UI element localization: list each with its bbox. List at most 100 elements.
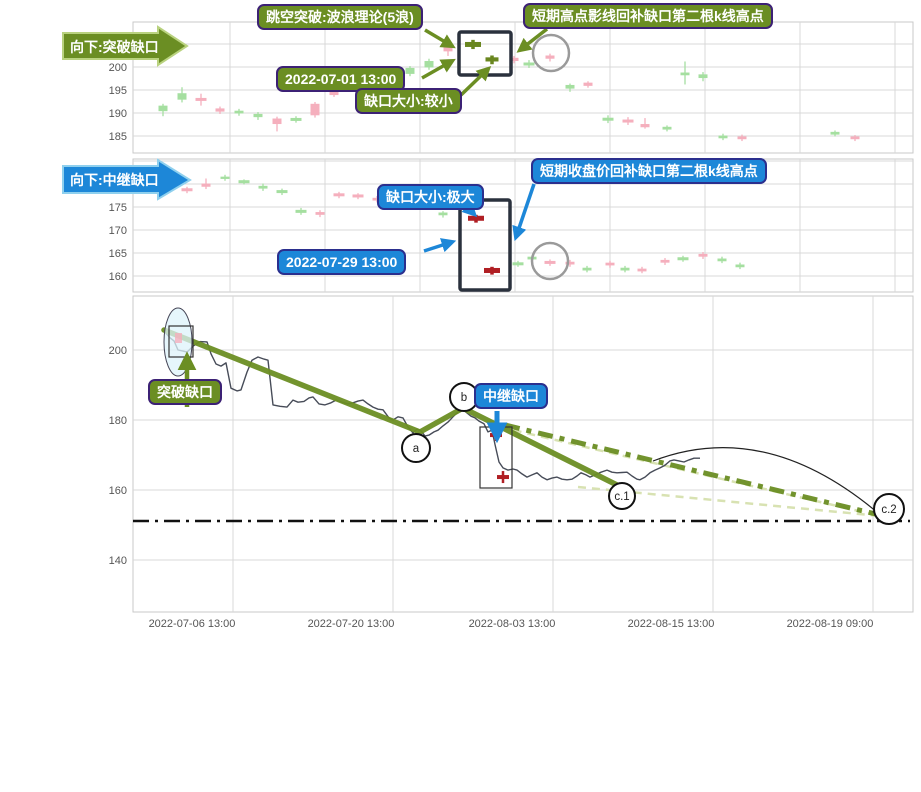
- annotation-arrow: [459, 65, 492, 97]
- y-tick-label: 200: [109, 345, 127, 357]
- candle-body: [315, 212, 325, 215]
- gap-fill-highlight-circle: [530, 241, 570, 281]
- candle-doji: [465, 41, 481, 47]
- candle-body: [850, 136, 860, 140]
- panel-frame: [132, 295, 914, 613]
- annotation-arrow: [516, 27, 549, 53]
- candle-body: [272, 118, 282, 125]
- candle-body: [158, 105, 168, 112]
- candle-body: [565, 84, 575, 89]
- candle-body: [680, 72, 690, 76]
- candle-doji: [677, 257, 689, 261]
- candle-body: [735, 264, 745, 268]
- wave-marker-label: b: [461, 392, 467, 404]
- wave-marker-label: c.1: [614, 491, 629, 503]
- close-price-line: [164, 331, 700, 481]
- y-tick-label: 180: [109, 415, 127, 427]
- continuation-gap-date-label: 2022-07-29 13:00: [277, 249, 407, 275]
- candle-doji: [622, 119, 634, 123]
- middle-banner-arrow-shape: [62, 158, 192, 201]
- y-tick-label: 160: [109, 271, 127, 283]
- candle-body: [545, 55, 555, 59]
- x-tick-label: 2022-08-03 13:00: [469, 618, 556, 630]
- candle-doji: [468, 215, 484, 221]
- top-banner-arrow-shape: [62, 25, 189, 67]
- arc-annotation: [652, 447, 880, 515]
- wave-marker-label: a: [413, 443, 420, 455]
- candle-body: [830, 131, 840, 135]
- annotation-arrow: [512, 183, 536, 242]
- pale-projection-line: [499, 425, 881, 518]
- candle-body: [234, 110, 244, 114]
- panel-frame: [132, 158, 914, 293]
- close-fill-gap-label: 短期收盘价回补缺口第二根k线高点: [531, 158, 767, 184]
- y-tick-label: 195: [109, 85, 127, 97]
- candle-body: [662, 126, 672, 130]
- candle-body: [310, 103, 320, 116]
- y-tick-label: 200: [109, 62, 127, 74]
- x-tick-label: 2022-07-20 13:00: [308, 618, 395, 630]
- panel-frame: [132, 21, 914, 154]
- x-tick-label: 2022-07-06 13:00: [149, 618, 236, 630]
- annotation-arrow: [423, 238, 457, 253]
- candle-body: [215, 108, 225, 112]
- x-tick-label: 2022-08-15 13:00: [628, 618, 715, 630]
- down-breakaway-gap-banner: 向下:突破缺口: [70, 39, 159, 55]
- candle-body: [637, 268, 647, 272]
- gap-highlight-box: [457, 30, 513, 77]
- annotation-arrow: [424, 28, 456, 49]
- candle-body: [737, 136, 747, 140]
- candle-body: [177, 93, 187, 100]
- y-tick-label: 185: [109, 131, 127, 143]
- candle-body: [565, 261, 575, 265]
- candle-doji: [195, 97, 207, 101]
- candle-body: [582, 267, 592, 271]
- candle-doji: [181, 188, 193, 192]
- x-tick-label: 2022-08-19 09:00: [787, 618, 874, 630]
- gap-highlight-box: [458, 198, 512, 292]
- wave-marker-circle: [873, 493, 905, 525]
- breakaway-mini-candle: [175, 333, 182, 343]
- breakaway-gap-label: 突破缺口: [148, 379, 222, 405]
- candle-body: [201, 183, 211, 187]
- candle-body: [620, 267, 630, 271]
- gap-cross-bar: [497, 475, 509, 480]
- candle-body: [405, 67, 415, 74]
- candle-doji: [512, 262, 524, 266]
- candle-doji: [602, 117, 614, 121]
- y-tick-label: 190: [109, 108, 127, 120]
- candle-doji: [295, 209, 307, 213]
- pale-projection-line: [577, 485, 881, 518]
- y-tick-label: 165: [109, 248, 127, 260]
- candle-doji: [352, 194, 364, 198]
- gap-fill-highlight-circle: [531, 33, 571, 73]
- candle-body: [718, 135, 728, 139]
- candle-body: [698, 74, 708, 79]
- breakaway-gap-size-label: 缺口大小:较小: [355, 88, 462, 114]
- candle-doji: [544, 260, 556, 264]
- candle-body: [329, 91, 339, 96]
- candle-body: [698, 253, 708, 257]
- y-tick-label: 170: [109, 225, 127, 237]
- annotation-arrow: [421, 58, 456, 80]
- wave-marker-circle: [608, 482, 636, 510]
- candle-body: [438, 212, 448, 216]
- candle-body: [258, 185, 268, 189]
- wave-marker-label: c.2: [881, 504, 896, 516]
- y-tick-label: 140: [109, 555, 127, 567]
- y-tick-label: 175: [109, 202, 127, 214]
- candle-doji: [523, 62, 535, 66]
- candle-body: [509, 57, 519, 62]
- candle-body: [220, 176, 230, 179]
- candle-body: [660, 259, 670, 263]
- continuation-gap-label: 中继缺口: [474, 383, 548, 409]
- candle-body: [583, 82, 593, 86]
- candle-doji: [333, 193, 345, 197]
- trend-line-dashdot: [504, 422, 889, 520]
- candle-doji: [276, 190, 288, 194]
- y-tick-label: 160: [109, 485, 127, 497]
- trend-line-solid: [161, 327, 636, 496]
- candle-body: [485, 57, 499, 62]
- candle-doji: [238, 180, 250, 184]
